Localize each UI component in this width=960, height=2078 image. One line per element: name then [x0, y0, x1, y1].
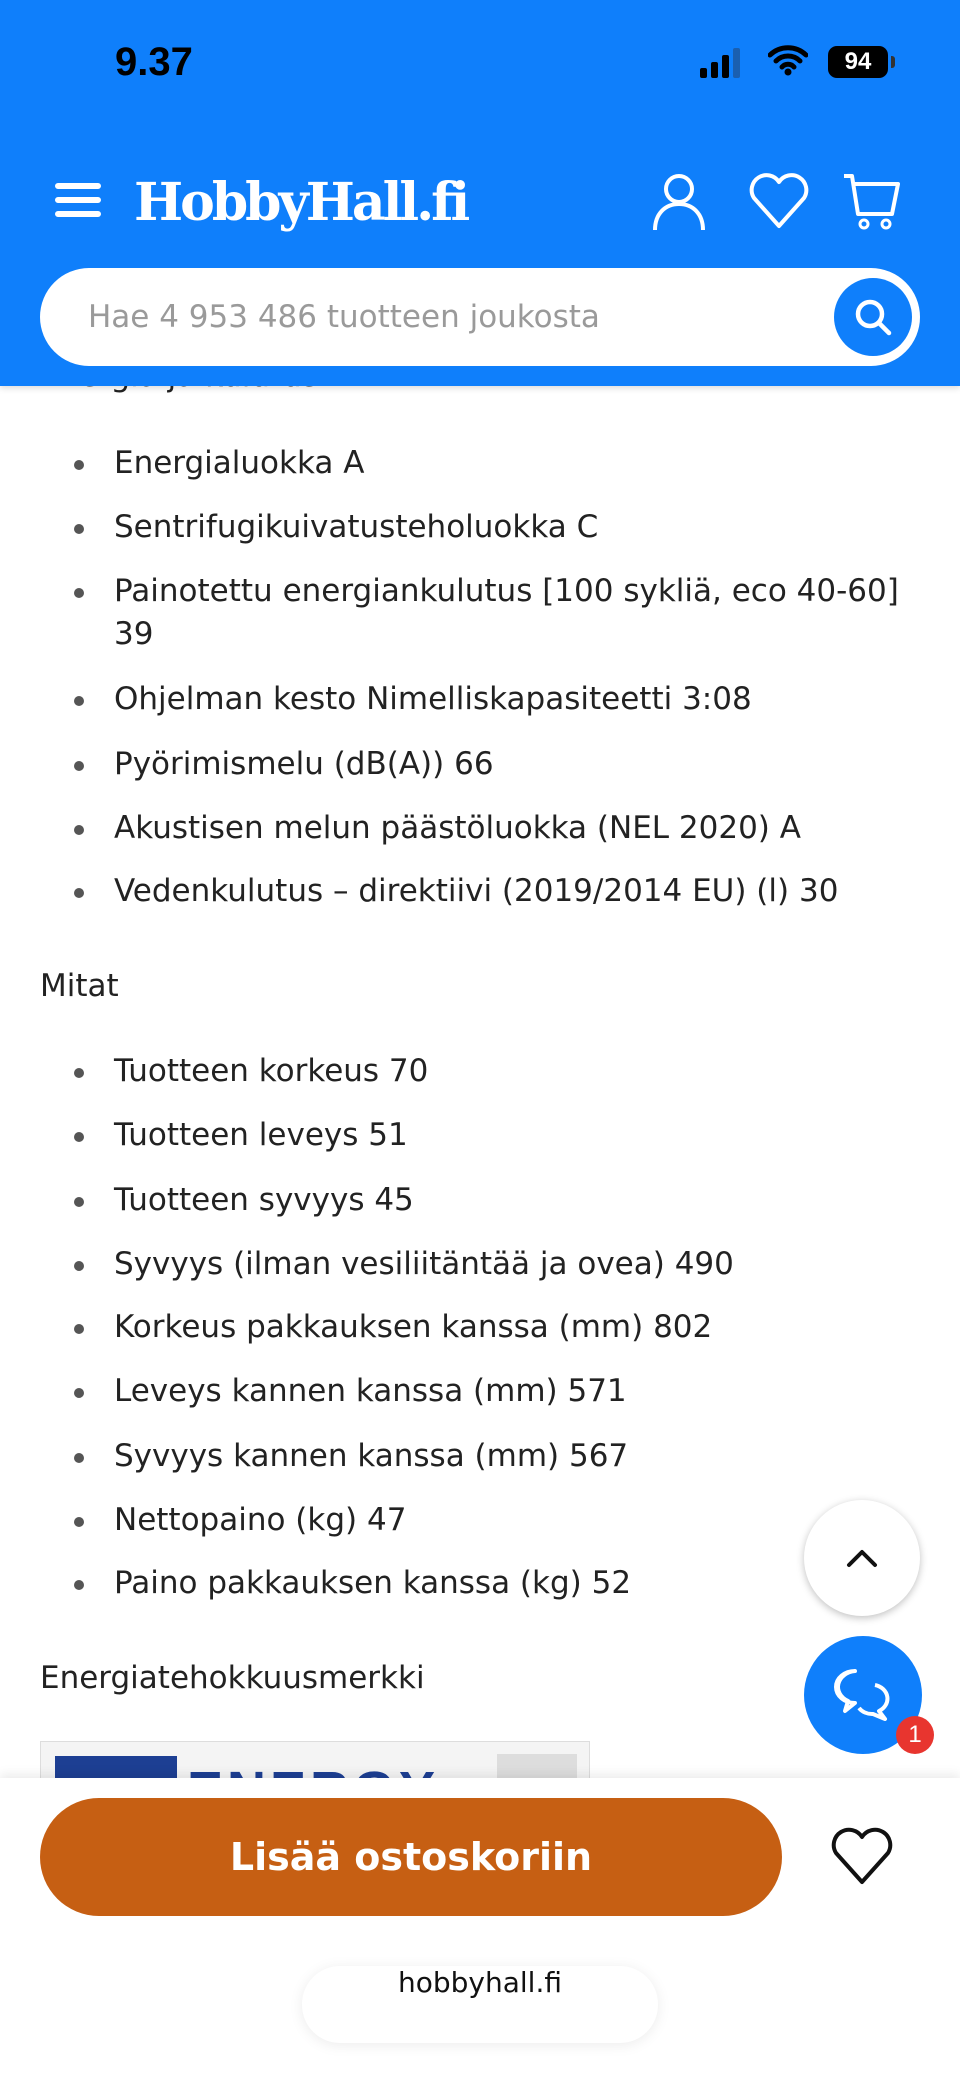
section-title-dimensions: Mitat	[40, 968, 119, 1004]
bottom-bar: Lisää ostoskoriin hobbyhall.fi	[0, 1778, 960, 2078]
menu-icon[interactable]	[55, 182, 101, 218]
search-icon	[855, 299, 892, 336]
battery-tip	[891, 56, 895, 68]
list-item: Vedenkulutus – direktiivi (2019/2014 EU)…	[74, 870, 934, 913]
list-item: Tuotteen korkeus 70	[74, 1050, 934, 1093]
list-item: Tuotteen leveys 51	[74, 1114, 934, 1157]
header: 9.37 94 HobbyHall.fi	[0, 0, 960, 386]
browser-url-bar[interactable]: hobbyhall.fi	[302, 1966, 658, 2043]
list-item: Syvyys (ilman vesiliitäntää ja ovea) 490	[74, 1243, 934, 1286]
list-item: Ohjelman kesto Nimelliskapasiteetti 3:08	[74, 678, 934, 721]
chat-icon	[834, 1669, 890, 1721]
search-input[interactable]	[88, 268, 828, 366]
cart-icon[interactable]	[842, 172, 902, 232]
list-item: Syvyys kannen kanssa (mm) 567	[74, 1435, 934, 1478]
list-item: Korkeus pakkauksen kanssa (mm) 802	[74, 1306, 934, 1349]
search-bar	[40, 268, 920, 366]
wishlist-icon[interactable]	[748, 172, 810, 230]
scroll-to-top-button[interactable]	[804, 1500, 920, 1616]
status-time: 9.37	[115, 40, 193, 84]
chevron-up-icon	[847, 1550, 877, 1567]
wifi-icon	[768, 45, 808, 76]
list-item: Paino pakkauksen kanssa (kg) 52	[74, 1562, 934, 1605]
list-item: Pyörimismelu (dB(A)) 66	[74, 743, 934, 786]
list-item: Tuotteen syvyys 45	[74, 1179, 934, 1222]
section-title-energy-label: Energiatehokkuusmerkki	[40, 1660, 425, 1696]
signal-icon	[700, 48, 740, 78]
logo[interactable]: HobbyHall.fi	[134, 172, 470, 233]
list-item: Painotettu energiankulutus [100 sykliä, …	[74, 570, 934, 656]
battery-icon: 94	[828, 46, 888, 78]
list-item: Akustisen melun päästöluokka (NEL 2020) …	[74, 807, 934, 850]
list-item: Energialuokka A	[74, 442, 934, 485]
search-button[interactable]	[834, 278, 912, 356]
add-to-wishlist-icon[interactable]	[830, 1826, 894, 1886]
chat-notification-badge: 1	[896, 1716, 934, 1754]
list-item: Leveys kannen kanssa (mm) 571	[74, 1370, 934, 1413]
add-to-cart-button[interactable]: Lisää ostoskoriin	[40, 1798, 782, 1916]
account-icon[interactable]	[652, 172, 706, 232]
list-item: Nettopaino (kg) 47	[74, 1499, 934, 1542]
list-item: Sentrifugikuivatusteholuokka C	[74, 506, 934, 549]
